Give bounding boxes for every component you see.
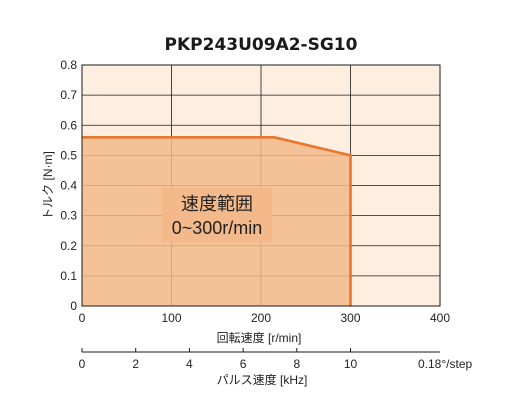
x-tick-label: 100 [161,311,181,325]
pulse-speed-tick-label: 0 [79,357,86,371]
y-axis-label: トルク [N·m] [41,151,55,220]
pulse-speed-step-note: 0.18°/step [418,357,472,371]
speed-range-label-background [162,188,272,242]
y-tick-labels: 0 0.1 0.2 0.3 0.4 0.5 0.6 0.7 0.8 [60,58,77,313]
pulse-speed-tick-label: 10 [344,357,358,371]
pulse-speed-tick-label: 6 [240,357,247,371]
y-tick-label: 0.2 [60,239,77,253]
chart-title: PKP243U09A2-SG10 [165,35,358,55]
pulse-speed-tick-label: 2 [132,357,139,371]
speed-range-label-line: 速度範囲 [181,194,253,214]
x-tick-label: 200 [251,311,271,325]
y-tick-label: 0.3 [60,209,77,223]
speed-range-label: 速度範囲 0~300r/min [162,188,272,242]
y-tick-label: 0.4 [60,179,77,193]
y-tick-label: 0.6 [60,118,77,132]
pulse-speed-tick-label: 8 [293,357,300,371]
x-tick-label: 400 [430,311,450,325]
y-tick-label: 0.5 [60,148,77,162]
y-tick-label: 0.1 [60,269,77,283]
torque-curve-line [82,136,352,306]
x-tick-labels: 0 100 200 300 400 [79,311,451,325]
pulse-speed-axis: 0 2 4 6 8 10 0.18°/step パルス速度 [kHz] [79,348,472,387]
x-tick-label: 0 [79,311,86,325]
plot-frame [81,64,441,307]
y-tick-label: 0.7 [60,88,77,102]
y-tick-label: 0.8 [60,58,77,72]
x-axis-label: 回転速度 [r/min] [217,330,302,345]
pulse-speed-tick-label: 4 [186,357,193,371]
pulse-speed-axis-label: パルス速度 [kHz] [217,372,308,387]
speed-range-label-line: 0~300r/min [172,218,263,238]
x-tick-label: 300 [340,311,360,325]
y-tick-label: 0 [70,299,77,313]
